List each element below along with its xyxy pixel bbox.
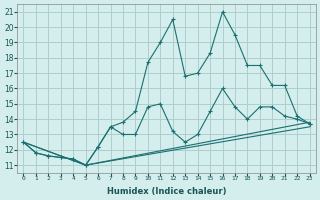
X-axis label: Humidex (Indice chaleur): Humidex (Indice chaleur): [107, 187, 226, 196]
